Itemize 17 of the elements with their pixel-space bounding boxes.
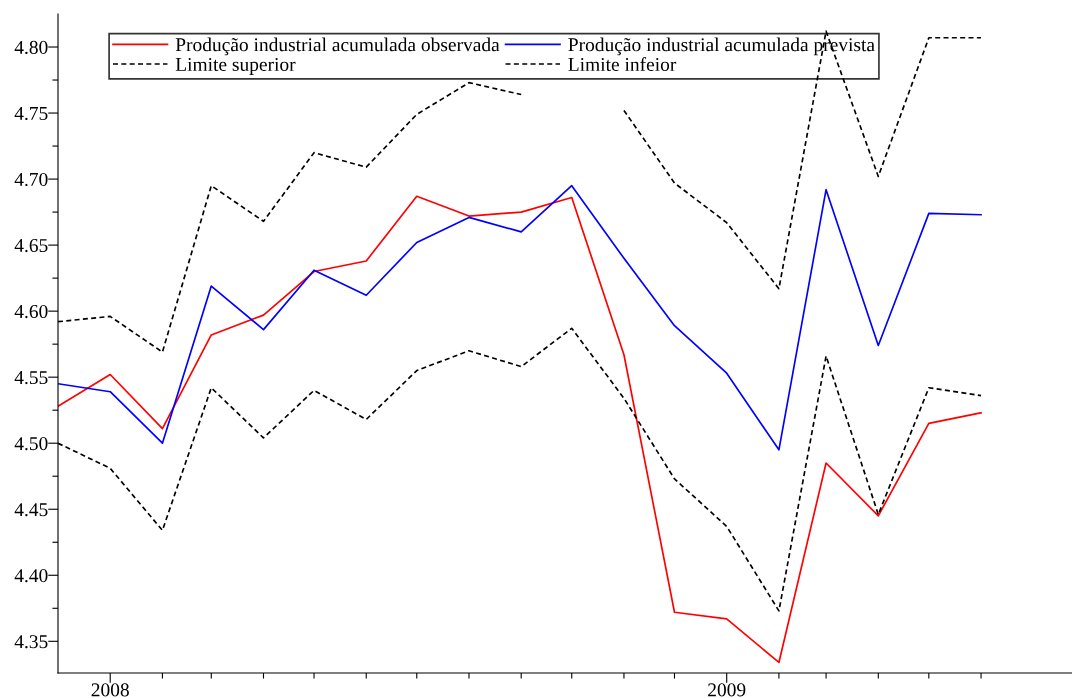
line-series — [58, 195, 982, 664]
y-tick-label: 4.65 — [14, 238, 48, 253]
y-tick-label: 4.75 — [14, 106, 48, 121]
y-tick-label: 4.50 — [14, 437, 48, 451]
legend-label: Limite infeior — [568, 57, 677, 71]
y-tick-label: 4.55 — [14, 371, 48, 385]
y-tick-label: 4.45 — [14, 503, 48, 517]
x-tick-label: 2008 — [91, 683, 129, 697]
y-tick-label: 4.35 — [14, 635, 48, 649]
y-tick-label: 4.80 — [14, 40, 48, 55]
line-series — [58, 184, 982, 451]
legend-label: Produção industrial acumulada observada — [175, 37, 500, 56]
legend-label: Limite superior — [175, 57, 296, 75]
y-tick-label: 4.70 — [14, 172, 48, 187]
y-tick-label: 4.60 — [14, 304, 48, 319]
x-tick-label: 2009 — [708, 683, 746, 697]
y-tick-label: 4.40 — [14, 569, 48, 583]
